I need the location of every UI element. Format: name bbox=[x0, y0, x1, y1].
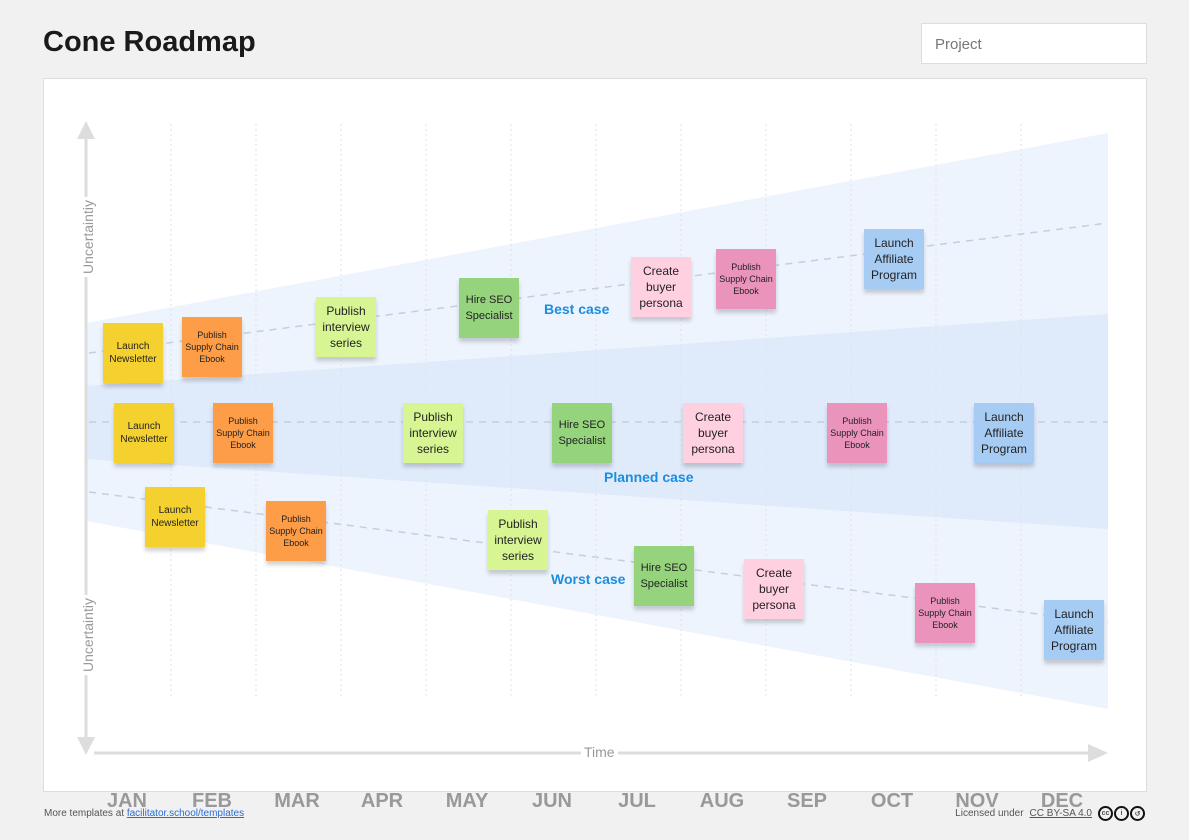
x-axis-label: Time bbox=[581, 744, 618, 760]
planned-case-label: Planned case bbox=[604, 469, 694, 485]
footer-templates: More templates at facilitator.school/tem… bbox=[44, 808, 244, 819]
sticky-note[interactable]: Launch Newsletter bbox=[114, 403, 174, 463]
sticky-note[interactable]: Hire SEO Specialist bbox=[552, 403, 612, 463]
month-label: JUN bbox=[531, 790, 572, 812]
y-arrow-up bbox=[77, 121, 95, 139]
y-arrow-down bbox=[77, 737, 95, 755]
y-axis-label-top: Uncertaintiy bbox=[79, 197, 96, 277]
month-label: JAN bbox=[106, 790, 147, 812]
sticky-note[interactable]: Launch Affiliate Program bbox=[974, 403, 1034, 463]
month-label: APR bbox=[360, 790, 404, 812]
month-label: OCT bbox=[870, 790, 914, 812]
page-title: Cone Roadmap bbox=[43, 26, 256, 58]
month-label: SEP bbox=[786, 790, 828, 812]
month-label: MAR bbox=[274, 790, 320, 812]
creative-commons-icon: cc i ↺ bbox=[1098, 806, 1145, 821]
sticky-note[interactable]: Publish Supply Chain Ebook bbox=[266, 501, 326, 561]
sticky-note[interactable]: Publish Supply Chain Ebook bbox=[827, 403, 887, 463]
sticky-note[interactable]: Create buyer persona bbox=[631, 257, 691, 317]
month-label: MAY bbox=[445, 790, 489, 812]
sticky-note[interactable]: Publish interview series bbox=[316, 297, 376, 357]
sticky-note[interactable]: Launch Affiliate Program bbox=[864, 229, 924, 289]
month-label: DEC bbox=[1040, 790, 1084, 812]
worst-case-label: Worst case bbox=[551, 571, 626, 587]
worst-case-line bbox=[88, 491, 1109, 624]
sticky-note[interactable]: Create buyer persona bbox=[744, 559, 804, 619]
best-case-line bbox=[88, 222, 1109, 354]
sticky-note[interactable]: Launch Affiliate Program bbox=[1044, 600, 1104, 660]
sticky-note[interactable]: Publish Supply Chain Ebook bbox=[716, 249, 776, 309]
sticky-note[interactable]: Hire SEO Specialist bbox=[634, 546, 694, 606]
sticky-note[interactable]: Hire SEO Specialist bbox=[459, 278, 519, 338]
templates-link[interactable]: facilitator.school/templates bbox=[126, 808, 245, 819]
project-input[interactable]: Project bbox=[921, 23, 1147, 64]
month-gridlines bbox=[170, 124, 1022, 699]
best-case-label: Best case bbox=[544, 301, 610, 317]
month-label: JUL bbox=[618, 790, 656, 812]
sticky-note[interactable]: Publish Supply Chain Ebook bbox=[182, 317, 242, 377]
footer-license: Licensed under CC BY-SA 4.0 cc i ↺ bbox=[955, 806, 1145, 821]
sticky-note[interactable]: Publish Supply Chain Ebook bbox=[915, 583, 975, 643]
sticky-note[interactable]: Launch Newsletter bbox=[145, 487, 205, 547]
footer-templates-text: More templates at bbox=[44, 808, 125, 819]
y-axis-label-bottom: Uncertaintiy bbox=[79, 595, 96, 675]
sticky-note[interactable]: Launch Newsletter bbox=[103, 323, 163, 383]
sticky-note[interactable]: Publish interview series bbox=[488, 510, 548, 570]
sticky-note[interactable]: Create buyer persona bbox=[683, 403, 743, 463]
month-label: AUG bbox=[699, 790, 745, 812]
month-label: FEB bbox=[192, 790, 232, 812]
roadmap-board: Uncertaintiy Uncertaintiy Time JAN FEB M… bbox=[43, 78, 1147, 812]
month-label: NOV bbox=[955, 790, 999, 812]
sticky-note[interactable]: Publish interview series bbox=[403, 403, 463, 463]
license-link[interactable]: CC BY-SA 4.0 bbox=[1029, 808, 1092, 819]
sticky-note[interactable]: Publish Supply Chain Ebook bbox=[213, 403, 273, 463]
license-text: Licensed under bbox=[955, 808, 1024, 819]
x-arrow bbox=[1088, 744, 1108, 762]
